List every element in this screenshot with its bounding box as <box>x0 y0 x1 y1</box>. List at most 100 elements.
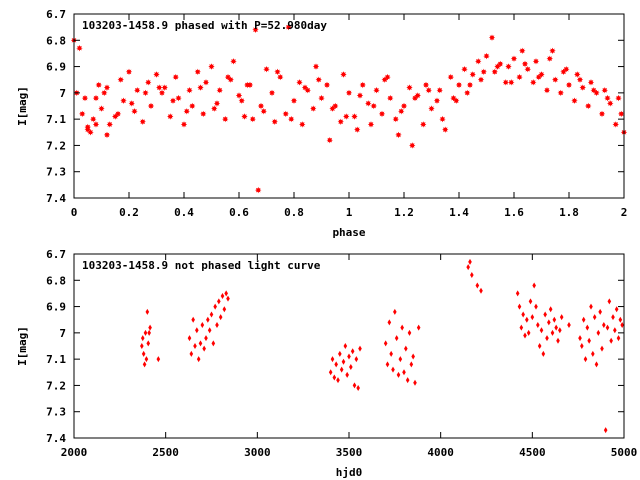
data-point <box>180 121 188 128</box>
data-point <box>455 81 463 89</box>
y-tick-label: 7 <box>59 87 66 100</box>
data-point <box>172 73 179 81</box>
data-point <box>389 350 393 357</box>
data-point <box>548 306 553 313</box>
data-point <box>585 324 590 331</box>
data-point <box>296 79 303 86</box>
data-point <box>98 105 105 112</box>
x-tick-label: 1.2 <box>394 206 414 219</box>
data-point <box>183 108 190 115</box>
data-point <box>543 311 547 318</box>
data-point <box>106 121 113 128</box>
data-point <box>167 113 174 120</box>
data-point <box>391 366 395 373</box>
data-point <box>607 100 614 107</box>
data-point <box>466 81 474 89</box>
data-point <box>310 105 317 112</box>
data-point <box>194 68 201 75</box>
data-point <box>398 108 405 115</box>
data-point <box>312 63 320 70</box>
data-point <box>530 314 535 321</box>
data-point <box>141 350 146 357</box>
data-point <box>526 329 531 336</box>
data-point <box>90 115 97 123</box>
data-point <box>404 345 408 352</box>
data-point <box>189 102 196 110</box>
y-tick-label: 6.8 <box>46 274 66 287</box>
data-point <box>615 94 622 102</box>
x-tick-label: 0 <box>71 206 78 219</box>
data-point <box>598 110 606 118</box>
y-tick-label: 6.7 <box>46 248 66 261</box>
data-point <box>213 100 221 107</box>
data-point <box>349 364 353 371</box>
data-point <box>502 79 509 86</box>
y-tick-label: 7.4 <box>46 432 66 445</box>
data-point <box>565 81 573 89</box>
data-point <box>409 142 416 149</box>
data-point <box>144 356 149 363</box>
data-point <box>609 337 613 344</box>
data-point <box>521 311 525 318</box>
data-point <box>120 97 127 104</box>
data-point <box>453 97 460 104</box>
data-point <box>576 76 584 83</box>
data-point <box>402 369 406 376</box>
data-point <box>398 356 403 363</box>
data-point <box>156 84 163 91</box>
data-point <box>92 121 100 128</box>
x-tick-label: 1.4 <box>449 206 469 219</box>
data-point <box>589 303 593 310</box>
data-point <box>510 55 518 62</box>
data-point <box>413 379 417 386</box>
data-point <box>213 303 217 310</box>
data-point <box>175 94 182 102</box>
chart-phased: 0 0.2 0.4 0.6 0.8 1 1.2 1.4 1.6 1.8 2 6.7 6.8 6.9 7 7.1… <box>16 8 627 239</box>
data-point <box>466 264 470 271</box>
data-point <box>583 356 588 363</box>
data-point <box>200 321 205 328</box>
data-point <box>528 298 533 305</box>
data-point <box>345 89 353 97</box>
data-point <box>578 335 582 342</box>
y-tick-label: 7.4 <box>46 192 66 205</box>
data-point <box>591 350 595 357</box>
data-point <box>238 97 245 104</box>
data-point <box>411 353 415 360</box>
data-point <box>587 337 591 344</box>
data-point <box>334 361 338 368</box>
data-point <box>393 308 397 315</box>
x-tick-label: 2000 <box>61 446 88 459</box>
data-point <box>222 306 227 313</box>
data-point <box>491 68 498 75</box>
data-point <box>477 76 485 83</box>
data-point <box>147 102 155 110</box>
data-point <box>139 118 146 125</box>
data-point <box>326 137 333 144</box>
data-point <box>603 427 608 434</box>
data-point <box>271 118 278 125</box>
data-point <box>189 350 194 357</box>
x-tick-label: 1.6 <box>504 206 524 219</box>
data-point <box>198 340 203 347</box>
data-point <box>103 84 111 91</box>
data-point <box>387 319 392 326</box>
data-point <box>400 324 404 331</box>
data-point <box>392 115 399 123</box>
data-point <box>604 94 611 102</box>
data-point <box>550 329 555 336</box>
data-point <box>587 79 595 86</box>
data-point <box>143 329 148 336</box>
data-point <box>128 100 135 107</box>
data-point <box>557 89 564 97</box>
y-tick-label: 7.1 <box>46 353 66 366</box>
data-point <box>315 76 322 83</box>
data-point <box>351 113 358 120</box>
data-point <box>541 350 546 357</box>
data-point <box>508 79 515 86</box>
data-point <box>193 343 197 349</box>
data-point <box>613 327 617 334</box>
data-point <box>532 58 540 65</box>
data-point <box>515 290 520 297</box>
data-point <box>202 345 206 352</box>
